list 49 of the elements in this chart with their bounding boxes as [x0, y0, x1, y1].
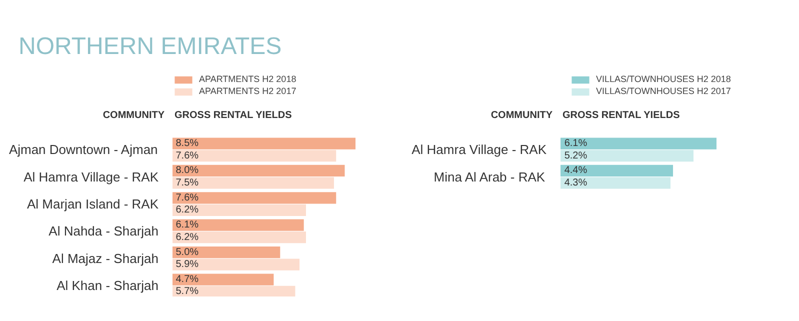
data-label: 6.1% [564, 138, 588, 150]
bar [560, 164, 674, 177]
bar [172, 177, 334, 189]
data-label: 8.5% [176, 138, 199, 150]
bar [172, 219, 304, 231]
y-axis-title: COMMUNITY [102, 110, 165, 122]
data-label: 5.9% [176, 259, 199, 270]
data-label: 7.6% [176, 192, 199, 204]
y-tick-label: Al Marjan Island - RAK [27, 196, 159, 212]
bar [560, 150, 694, 162]
legend-label: VILLAS/TOWNHOUSES H2 2018 [596, 74, 731, 84]
data-label: 5.7% [176, 286, 199, 298]
data-label: 6.2% [176, 204, 199, 216]
data-label: 8.0% [176, 165, 199, 176]
y-tick-label: Al Khan - Sharjah [56, 278, 159, 294]
data-label: 4.4% [564, 165, 588, 176]
data-label: 6.2% [176, 232, 199, 243]
bar [172, 192, 336, 204]
x-axis-title: GROSS RENTAL YIELDS [174, 110, 292, 122]
bar [172, 274, 274, 286]
legend-label: APARTMENTS H2 2018 [199, 74, 296, 84]
data-label: 4.3% [564, 177, 588, 188]
data-label: 7.6% [176, 150, 199, 162]
y-tick-label: Al Nahda - Sharjah [48, 224, 159, 239]
bar [172, 232, 306, 244]
bar [172, 286, 296, 296]
y-tick-label: Al Hamra Village - RAK [24, 169, 159, 184]
y-axis-title: COMMUNITY [490, 110, 553, 122]
bar [172, 164, 345, 177]
legend-label: APARTMENTS H2 2017 [199, 86, 296, 96]
legend-label: VILLAS/TOWNHOUSES H2 2017 [596, 86, 731, 96]
data-label: 6.1% [176, 220, 199, 231]
data-label: 7.5% [176, 177, 199, 188]
y-tick-label: Ajman Downtown - Ajman [8, 142, 158, 158]
data-label: 4.7% [176, 274, 199, 285]
y-tick-label: Al Hamra Village - RAK [412, 142, 547, 158]
data-label: 5.0% [176, 246, 199, 258]
bar [560, 138, 716, 150]
y-tick-label: Mina Al Arab - RAK [434, 169, 546, 184]
bar [172, 150, 336, 162]
bar [172, 246, 280, 258]
bar [560, 177, 670, 189]
bar [172, 204, 306, 216]
chart-title: NORTHERN EMIRATES [18, 32, 282, 60]
x-axis-title: GROSS RENTAL YIELDS [562, 110, 680, 122]
data-label: 5.2% [564, 150, 588, 162]
bar [172, 138, 356, 150]
bar [172, 258, 300, 270]
y-tick-label: Al Majaz - Sharjah [52, 250, 159, 266]
